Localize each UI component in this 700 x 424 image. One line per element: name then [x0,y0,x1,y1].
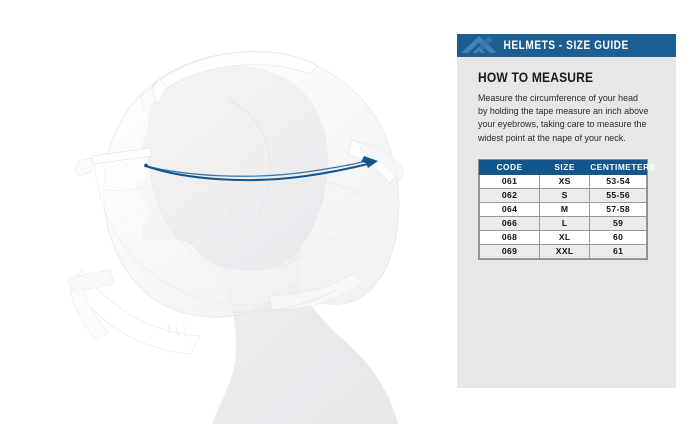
cell-size: M [539,201,591,217]
table-row: 061 XS 53-54 [478,173,647,189]
cell-size: XXL [539,243,591,259]
helmet-illustration [67,51,405,424]
table-row: 068 XL 60 [478,229,647,245]
cell-size: XL [539,229,591,245]
column-header-code: CODE [478,159,541,175]
cell-centimeters: 60 [589,229,647,245]
measuring-tape-line [144,156,378,182]
column-header-size: SIZE [539,159,591,175]
cell-centimeters: 53-54 [589,173,647,189]
cell-code: 069 [478,243,541,259]
cell-centimeters: 61 [589,243,647,259]
column-header-centimeters: CENTIMETERS [589,159,656,175]
cell-code: 066 [478,215,541,231]
cell-centimeters: 57-58 [589,201,647,217]
cell-centimeters: 55-56 [589,187,647,203]
cell-size: S [539,187,591,203]
panel-body: HOW TO MEASURE Measure the circumference… [457,57,676,260]
size-table: CODE SIZE CENTIMETERS 061 XS 53-54 062 S… [478,159,656,259]
table-row: 069 XXL 61 [478,243,647,259]
cell-code: 061 [478,173,541,189]
helmet-illustration-svg [67,51,405,424]
cell-code: 064 [478,201,541,217]
brand-triangle-logo-icon [461,36,497,53]
size-table-body: 061 XS 53-54 062 S 55-56 064 M 57-58 [478,173,647,259]
cell-centimeters: 59 [589,215,647,231]
cell-code: 068 [478,229,541,245]
size-table-container: CODE SIZE CENTIMETERS 061 XS 53-54 062 S… [478,158,656,260]
table-row: 066 L 59 [478,215,647,231]
panel-title: HELMETS - SIZE GUIDE [503,39,630,52]
size-table-header-row: CODE SIZE CENTIMETERS [478,159,656,175]
how-to-measure-paragraph: Measure the circumference of your head b… [478,93,649,143]
size-table-head: CODE SIZE CENTIMETERS [478,159,656,175]
table-row: 064 M 57-58 [478,201,647,217]
cell-size: L [539,215,591,231]
how-to-measure-heading: HOW TO MEASURE [478,69,594,85]
panel-header: HELMETS - SIZE GUIDE [457,34,676,57]
cell-size: XS [539,173,591,189]
size-guide-panel: HELMETS - SIZE GUIDE HOW TO MEASURE Meas… [457,34,676,388]
cell-code: 062 [478,187,541,203]
table-row: 062 S 55-56 [478,187,647,203]
helmet-shell [67,51,405,355]
